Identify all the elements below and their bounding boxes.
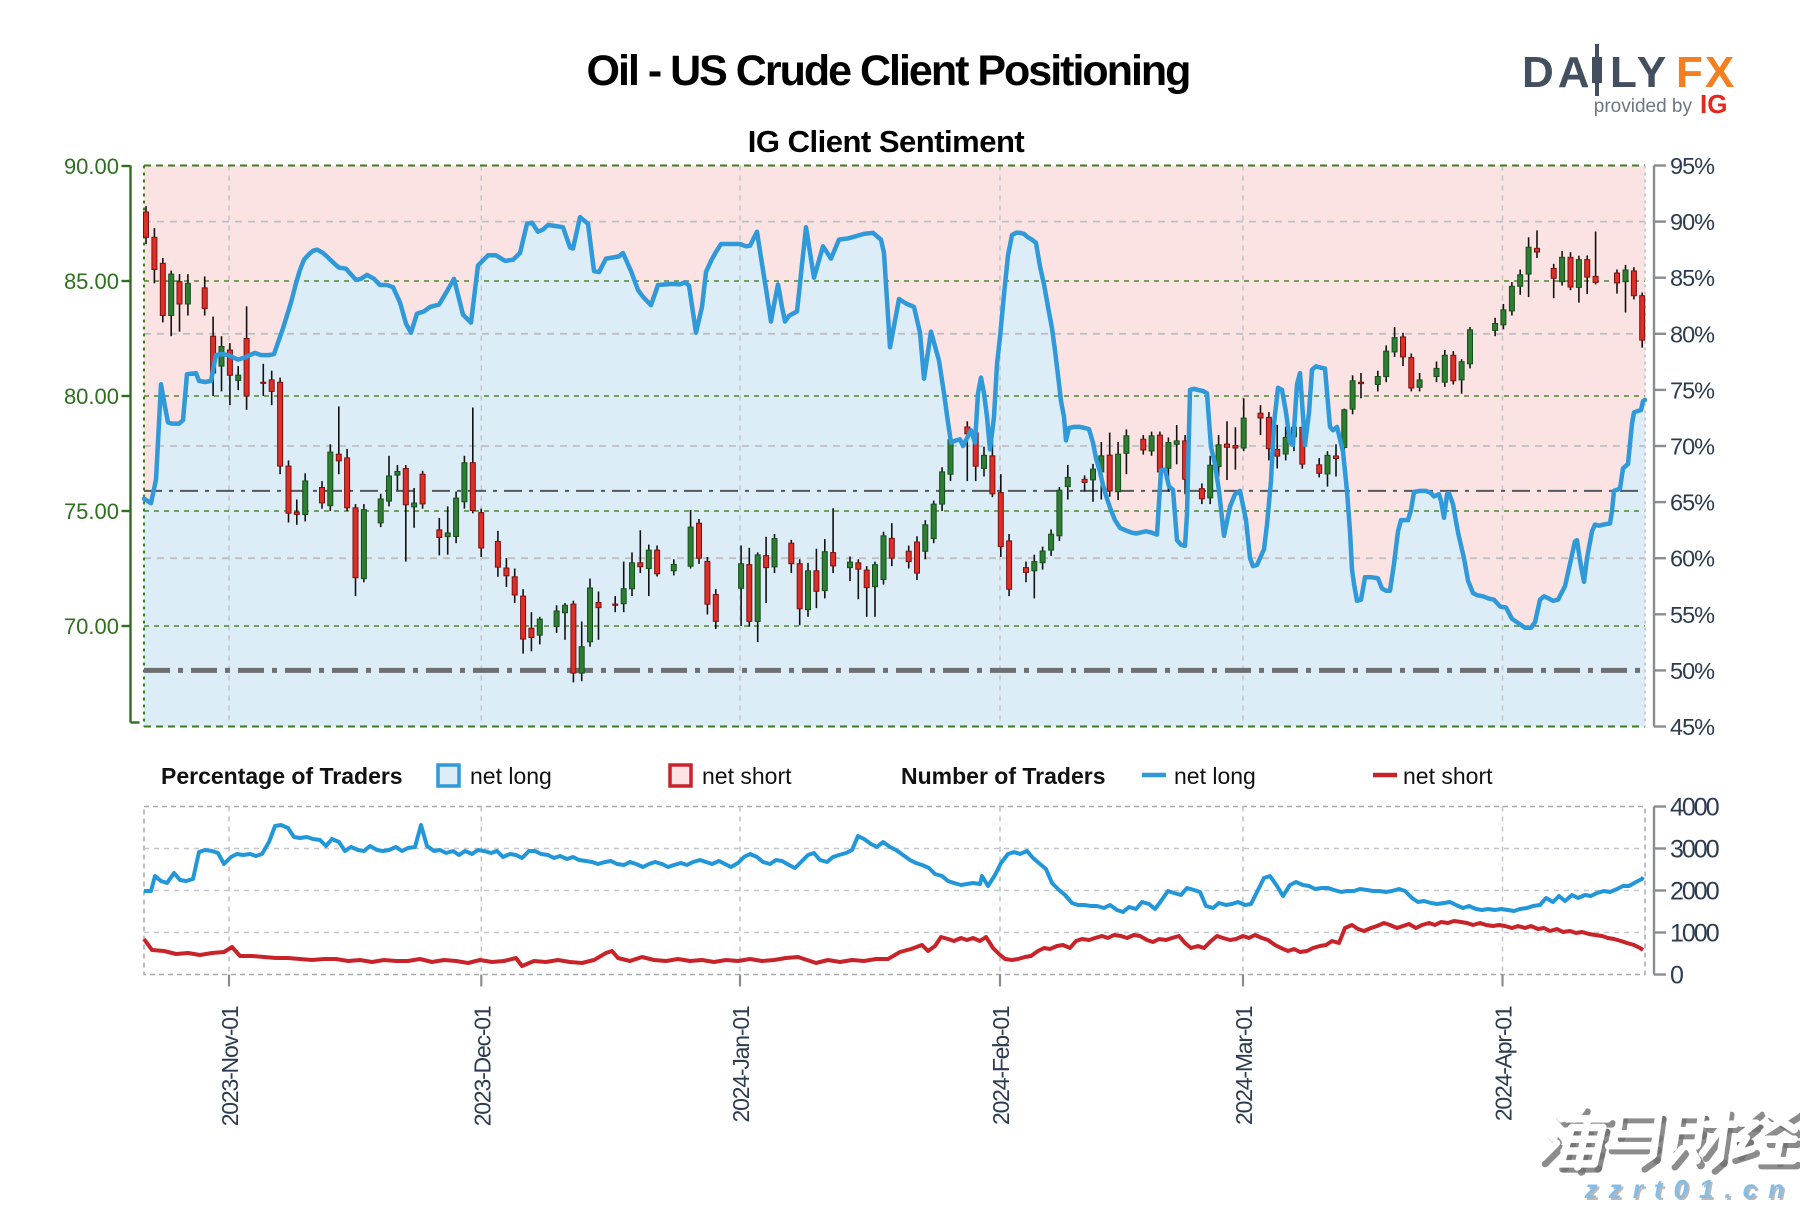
svg-text:Number of Traders: Number of Traders — [901, 763, 1106, 789]
svg-text:55%: 55% — [1670, 602, 1715, 628]
svg-text:net long: net long — [470, 763, 552, 789]
svg-text:2024-Jan-01: 2024-Jan-01 — [728, 1006, 754, 1122]
svg-text:85%: 85% — [1670, 265, 1715, 291]
svg-text:70.00: 70.00 — [64, 614, 119, 639]
svg-text:85.00: 85.00 — [64, 269, 119, 294]
svg-text:2000: 2000 — [1670, 878, 1719, 906]
svg-text:1000: 1000 — [1670, 920, 1719, 948]
svg-text:45%: 45% — [1670, 714, 1715, 740]
svg-text:net long: net long — [1174, 763, 1256, 789]
svg-text:Percentage of Traders: Percentage of Traders — [161, 763, 403, 789]
svg-text:FX: FX — [1676, 48, 1736, 97]
svg-text:net short: net short — [1403, 763, 1493, 789]
svg-text:90.00: 90.00 — [64, 154, 119, 179]
svg-text:95%: 95% — [1670, 153, 1715, 179]
svg-text:4000: 4000 — [1670, 794, 1719, 822]
svg-text:70%: 70% — [1670, 434, 1715, 460]
svg-text:0: 0 — [1670, 962, 1683, 990]
svg-text:75%: 75% — [1670, 377, 1715, 403]
svg-text:net short: net short — [702, 763, 792, 789]
svg-text:3000: 3000 — [1670, 836, 1719, 864]
svg-text:IG Client Sentiment: IG Client Sentiment — [748, 124, 1025, 159]
svg-text:Oil - US Crude Client Position: Oil - US Crude Client Positioning — [587, 47, 1190, 95]
svg-text:75.00: 75.00 — [64, 499, 119, 524]
svg-text:80%: 80% — [1670, 321, 1715, 347]
svg-text:2023-Dec-01: 2023-Dec-01 — [469, 1006, 495, 1126]
svg-text:provided by: provided by — [1594, 96, 1693, 117]
svg-text:60%: 60% — [1670, 546, 1715, 572]
svg-text:50%: 50% — [1670, 658, 1715, 684]
svg-text:zzrt01.cn: zzrt01.cn — [1584, 1174, 1795, 1200]
svg-text:DA: DA — [1522, 48, 1594, 97]
svg-text:IG: IG — [1700, 89, 1727, 119]
svg-text:2024-Feb-01: 2024-Feb-01 — [988, 1006, 1014, 1125]
svg-text:LY: LY — [1610, 48, 1670, 97]
svg-text:2024-Apr-01: 2024-Apr-01 — [1491, 1006, 1517, 1121]
svg-text:2023-Nov-01: 2023-Nov-01 — [217, 1006, 243, 1126]
svg-text:2024-Mar-01: 2024-Mar-01 — [1231, 1006, 1257, 1125]
svg-text:90%: 90% — [1670, 209, 1715, 235]
svg-text:80.00: 80.00 — [64, 384, 119, 409]
svg-text:65%: 65% — [1670, 490, 1715, 516]
